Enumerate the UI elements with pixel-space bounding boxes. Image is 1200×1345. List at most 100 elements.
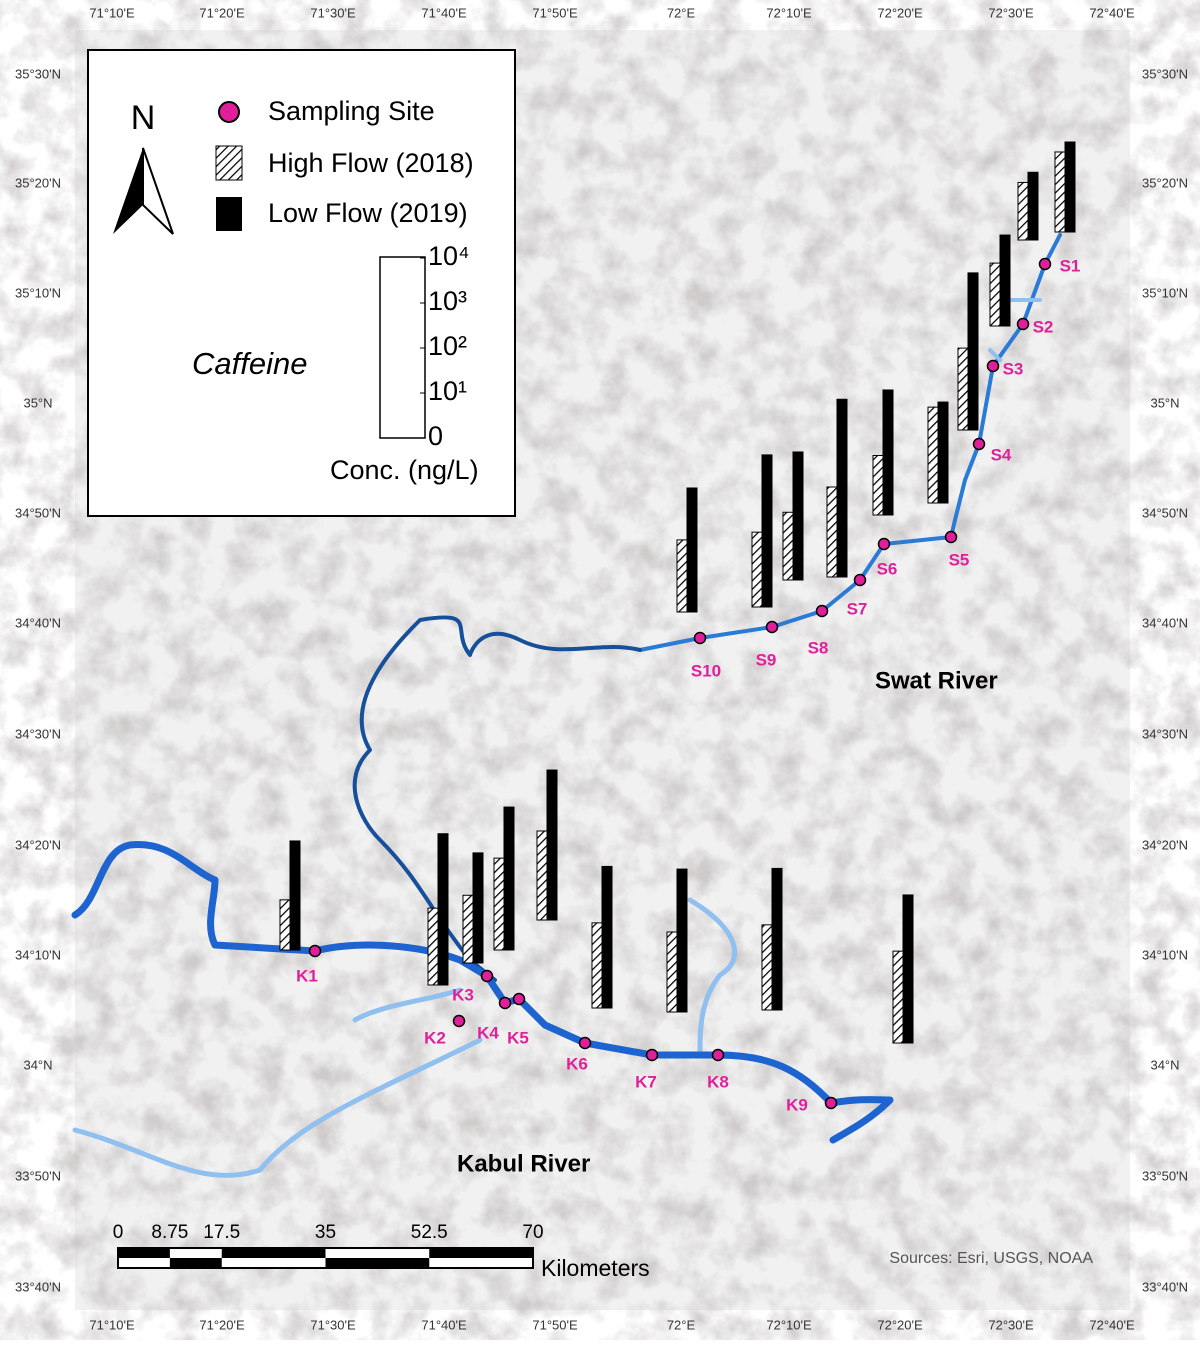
site-label: S4 xyxy=(991,445,1012,464)
bar xyxy=(967,272,979,431)
scale-label: 70 xyxy=(522,1222,543,1243)
scale-unit: Kilometers xyxy=(541,1255,650,1281)
bar xyxy=(751,531,763,608)
site-label: S9 xyxy=(756,650,777,669)
site-label: S8 xyxy=(808,638,829,657)
sampling-site xyxy=(944,530,958,544)
lat-label: 35°10'N xyxy=(15,285,61,300)
bar xyxy=(462,894,474,964)
scale-bar: 0 8.75 17.5 35 52.5 70 Kilometers xyxy=(113,1222,650,1281)
sampling-site xyxy=(853,573,867,587)
sampling-site xyxy=(972,437,986,451)
lon-label: 71°20'E xyxy=(199,1317,245,1332)
bar xyxy=(472,852,484,964)
lat-label: 35°N xyxy=(1150,395,1179,410)
sampling-site xyxy=(480,969,494,983)
scale-label: 17.5 xyxy=(203,1222,240,1243)
bar xyxy=(771,867,783,1011)
lat-label: 35°20'N xyxy=(15,175,61,190)
lat-label: 35°30'N xyxy=(1142,66,1188,81)
site-label: S6 xyxy=(877,559,898,578)
scale-seg xyxy=(221,1248,326,1258)
site-label: K5 xyxy=(507,1028,529,1047)
lat-label: 34°50'N xyxy=(1142,505,1188,520)
scale-tick-label: 10¹ xyxy=(428,376,467,406)
site-label: S1 xyxy=(1060,256,1081,275)
scale-label: 8.75 xyxy=(151,1222,188,1243)
site-label: K7 xyxy=(635,1072,657,1091)
lon-label: 72°10'E xyxy=(766,5,812,20)
scale-label: 52.5 xyxy=(411,1222,448,1243)
scale-seg xyxy=(169,1258,222,1268)
lat-label: 34°20'N xyxy=(1142,837,1188,852)
lat-label: 34°10'N xyxy=(15,947,61,962)
sampling-site xyxy=(986,359,1000,373)
lon-label: 71°30'E xyxy=(310,5,356,20)
river-label: Swat River xyxy=(875,667,998,694)
lon-label: 72°40'E xyxy=(1089,5,1135,20)
bar xyxy=(927,406,939,504)
bar xyxy=(872,455,884,516)
site-label: S7 xyxy=(847,599,868,618)
lat-label: 33°40'N xyxy=(15,1279,61,1294)
river-label: Kabul River xyxy=(457,1150,590,1177)
bar xyxy=(937,401,949,504)
compound-label: Caffeine xyxy=(192,346,307,381)
site-label: K1 xyxy=(296,966,318,985)
scale-label: 0 xyxy=(113,1222,124,1243)
sampling-site xyxy=(498,996,512,1010)
lon-label: 71°30'E xyxy=(310,1317,356,1332)
scale-label: 35 xyxy=(315,1222,336,1243)
lat-label: 34°20'N xyxy=(15,837,61,852)
legend: N Sampling Site High Flow (2018) Low Flo… xyxy=(87,49,516,517)
site-label: S5 xyxy=(949,550,970,569)
lon-label: 72°30'E xyxy=(988,1317,1034,1332)
bar-charts xyxy=(279,141,1076,1044)
lat-label: 34°N xyxy=(23,1057,52,1072)
bar xyxy=(892,950,904,1044)
bar xyxy=(761,924,773,1011)
sampling-site xyxy=(645,1048,659,1062)
bar xyxy=(1064,141,1076,233)
bar xyxy=(279,899,291,951)
lat-label: 35°20'N xyxy=(1142,175,1188,190)
scale-seg xyxy=(118,1248,170,1258)
bar xyxy=(546,769,558,921)
bar xyxy=(826,486,838,578)
rivers xyxy=(71,233,1062,1178)
site-label: K4 xyxy=(477,1023,499,1042)
bar xyxy=(882,389,894,516)
bar xyxy=(536,830,548,921)
bar xyxy=(836,398,848,578)
bar xyxy=(686,487,698,613)
lat-label: 33°40'N xyxy=(1142,1279,1188,1294)
sampling-site xyxy=(693,631,707,645)
site-label: K3 xyxy=(452,985,474,1004)
sampling-site xyxy=(765,620,779,634)
site-label: K6 xyxy=(566,1054,588,1073)
site-label: K9 xyxy=(786,1095,808,1114)
lat-label: 33°50'N xyxy=(15,1168,61,1183)
site-label: S3 xyxy=(1003,359,1024,378)
lat-label: 34°40'N xyxy=(1142,615,1188,630)
lon-label: 72°20'E xyxy=(877,1317,923,1332)
sampling-site xyxy=(824,1096,838,1110)
lat-label: 34°30'N xyxy=(1142,726,1188,741)
bar xyxy=(989,262,1001,327)
sampling-site xyxy=(877,537,891,551)
bar xyxy=(676,539,688,613)
scale-tick-label: 10² xyxy=(428,331,467,361)
site-label: S10 xyxy=(691,661,721,680)
bar xyxy=(427,907,439,986)
bar xyxy=(493,857,505,951)
bar xyxy=(1027,171,1039,241)
bar xyxy=(782,511,794,581)
bar xyxy=(957,347,969,431)
lat-label: 35°N xyxy=(23,395,52,410)
lon-label: 72°40'E xyxy=(1089,1317,1135,1332)
sampling-site xyxy=(1038,257,1052,271)
legend-label: Low Flow (2019) xyxy=(268,198,468,228)
lat-label: 34°40'N xyxy=(15,615,61,630)
bar xyxy=(792,451,804,581)
